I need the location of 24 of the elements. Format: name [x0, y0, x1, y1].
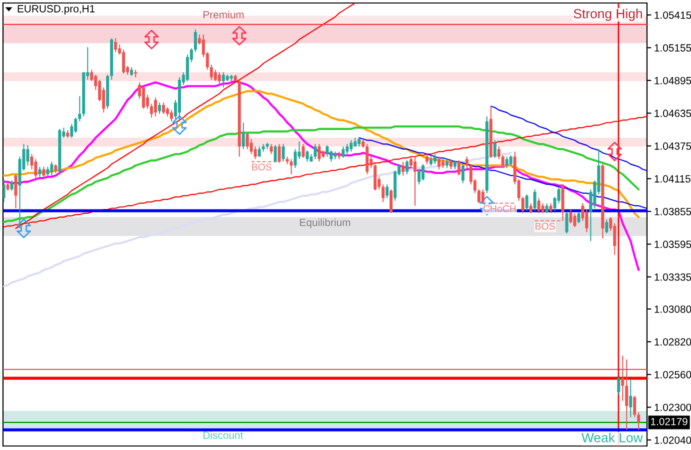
- y-tick-label: 1.04635: [654, 110, 691, 118]
- y-tick-label: 1.05415: [654, 11, 691, 19]
- y-tick-label: 1.02560: [654, 370, 691, 378]
- y-tick-label: 1.02040: [654, 436, 691, 444]
- y-tick-label: 1.04895: [654, 76, 691, 84]
- annotation: Strong High: [574, 8, 642, 21]
- chart-title: EURUSD.pro,H1: [18, 5, 95, 14]
- y-tick-label: 1.04375: [654, 142, 691, 150]
- y-tick-label: 1.02300: [654, 404, 691, 412]
- band-label: Discount: [203, 431, 244, 439]
- y-tick-label: 1.02820: [654, 338, 691, 346]
- y-tick-label: 1.04115: [654, 175, 690, 183]
- y-tick-label: 1.03335: [654, 273, 691, 281]
- series-label: BOS: [252, 164, 272, 170]
- y-tick-label: 1.03855: [654, 208, 691, 216]
- series-label: BOS: [536, 222, 555, 230]
- y-tick-label: 1.05155: [654, 44, 691, 52]
- y-tick-label: 1.03595: [654, 240, 691, 248]
- ref-line-label: 1.02179: [651, 418, 688, 426]
- y-tick-label: 1.03080: [654, 305, 691, 313]
- band-label: Equilibrium: [300, 218, 350, 228]
- band-label: Premium: [203, 10, 244, 18]
- annotation: Weak Low: [582, 432, 643, 442]
- series-label: CHoCH: [483, 205, 516, 212]
